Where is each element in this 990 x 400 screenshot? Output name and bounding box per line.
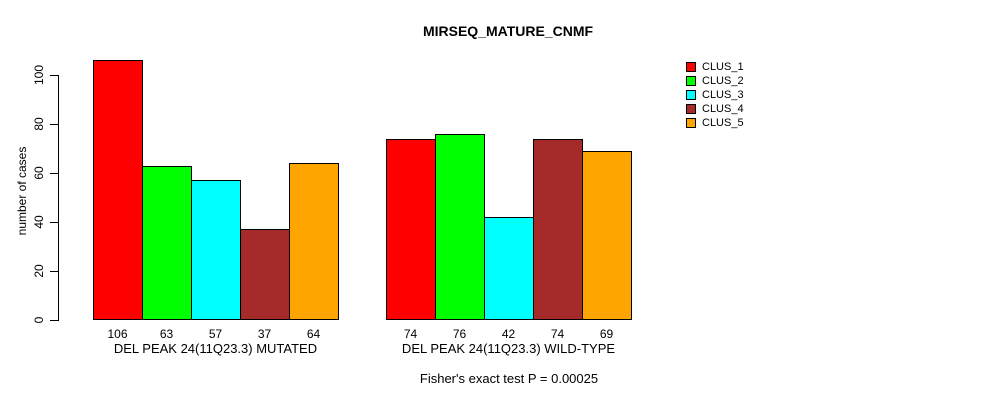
- y-tick-label: 100: [32, 64, 46, 86]
- legend-swatch-clus_3: [686, 90, 696, 100]
- bar-value-label: 42: [501, 327, 516, 341]
- y-tick-mark: [50, 320, 58, 321]
- category-label: DEL PEAK 24(11Q23.3) WILD-TYPE: [401, 341, 616, 356]
- y-tick-label: 40: [32, 215, 46, 229]
- y-tick-label: 60: [32, 166, 46, 180]
- bar-value-label: 74: [403, 327, 418, 341]
- bar-value-label: 63: [159, 327, 174, 341]
- y-axis-label: number of cases: [15, 146, 29, 236]
- legend-swatch-clus_1: [686, 62, 696, 72]
- legend-swatch-clus_2: [686, 76, 696, 86]
- y-tick-label: 80: [32, 117, 46, 131]
- bar-value-label: 106: [107, 327, 128, 341]
- y-tick-label: 0: [32, 316, 46, 324]
- y-tick-mark: [50, 75, 58, 76]
- category-label: DEL PEAK 24(11Q23.3) MUTATED: [113, 341, 318, 356]
- y-axis-line: [58, 75, 59, 321]
- legend-label-clus_1: CLUS_1: [702, 61, 744, 73]
- y-tick-mark: [50, 222, 58, 223]
- bar-value-label: 74: [550, 327, 565, 341]
- chart-title: MIRSEQ_MATURE_CNMF: [422, 23, 594, 39]
- legend-label-clus_2: CLUS_2: [702, 75, 744, 87]
- bar-value-label: 57: [208, 327, 223, 341]
- bar-clus_4-group2: [533, 139, 583, 320]
- legend-label-clus_3: CLUS_3: [702, 89, 744, 101]
- annotation-text: Fisher's exact test P = 0.00025: [419, 371, 599, 386]
- bar-clus_5-group1: [289, 163, 339, 320]
- legend-label-clus_5: CLUS_5: [702, 117, 744, 129]
- bar-clus_3-group1: [191, 180, 241, 320]
- bar-clus_4-group1: [240, 229, 290, 320]
- bar-clus_5-group2: [582, 151, 632, 320]
- legend-label-clus_4: CLUS_4: [702, 103, 744, 115]
- bar-clus_2-group1: [142, 166, 192, 320]
- y-tick-label: 20: [32, 264, 46, 278]
- bar-clus_1-group2: [386, 139, 436, 320]
- bar-value-label: 37: [257, 327, 272, 341]
- bar-value-label: 64: [306, 327, 321, 341]
- y-tick-mark: [50, 173, 58, 174]
- bar-value-label: 69: [599, 327, 614, 341]
- bar-clus_3-group2: [484, 217, 534, 320]
- bar-clus_2-group2: [435, 134, 485, 320]
- legend-swatch-clus_5: [686, 118, 696, 128]
- y-tick-mark: [50, 271, 58, 272]
- y-tick-mark: [50, 124, 58, 125]
- bar-value-label: 76: [452, 327, 467, 341]
- bar-clus_1-group1: [93, 60, 143, 320]
- legend-swatch-clus_4: [686, 104, 696, 114]
